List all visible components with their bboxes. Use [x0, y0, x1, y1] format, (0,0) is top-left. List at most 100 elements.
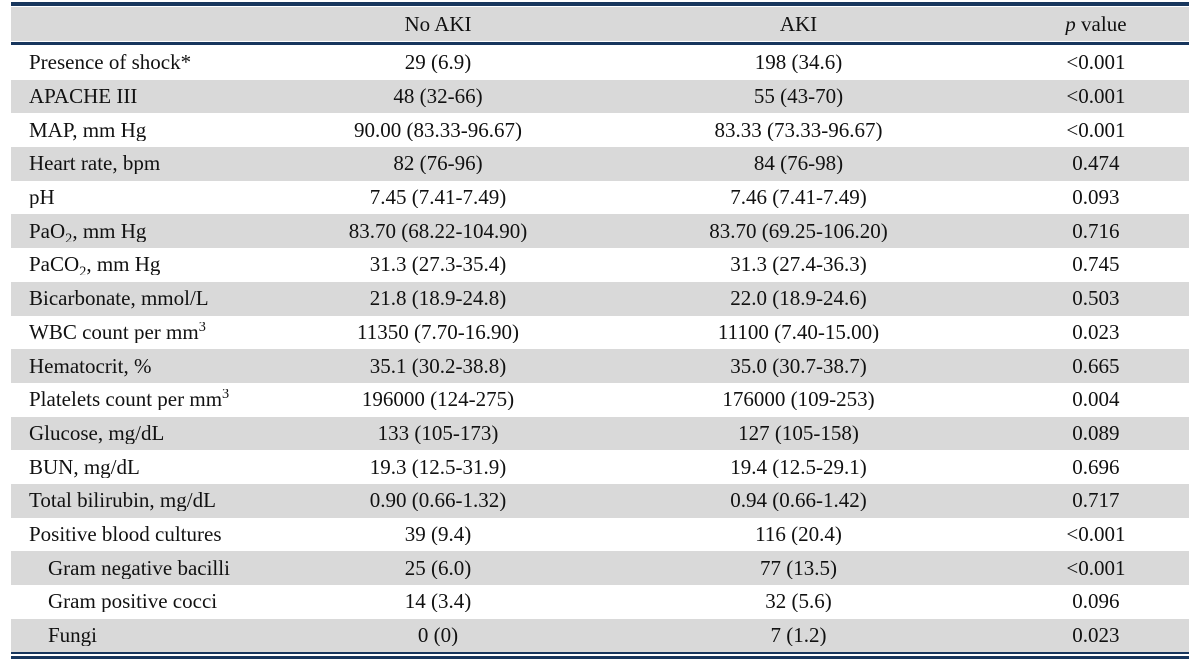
table-bottom-rule-thin [11, 652, 1189, 655]
no-aki-value: 82 (76-96) [393, 153, 483, 175]
column-header-no-aki: No AKI [404, 13, 472, 35]
table-row: Hematocrit, % 35.1 (30.2-38.8) 35.0 (30.7-… [11, 349, 1189, 383]
table-row: Fungi 0 (0) 7 (1.2) 0.023 [11, 618, 1189, 653]
table-top-rule [11, 2, 1189, 6]
row-label-part: , mm Hg [72, 220, 147, 242]
table-row: PaO2, mm Hg 83.70 (68.22-104.90) 83.70 (69… [11, 214, 1189, 249]
table-row: Gram negative bacilli 25 (6.0) 77 (13.5) <0… [11, 551, 1189, 585]
aki-value: 55 (43-70) [753, 86, 844, 108]
aki-value: 83.33 (73.33-96.67) [714, 119, 883, 141]
table-row: BUN, mg/dL 19.3 (12.5-31.9) 19.4 (12.5-29.… [11, 450, 1189, 484]
comparison-table: No AKI AKI p value Presence of shock* 29 … [11, 2, 1189, 660]
row-label: PaCO2, mm Hg [11, 254, 282, 275]
column-header-p-value: p value [1003, 14, 1189, 35]
p-value: <0.001 [1066, 52, 1126, 74]
table-row: Platelets count per mm3 196000 (124-275) 1… [11, 383, 1189, 417]
row-label-part: 2 [79, 264, 87, 276]
p-value: 0.023 [1072, 625, 1120, 647]
aki-value: 7 (1.2) [770, 625, 827, 647]
row-label: Gram negative bacilli [48, 557, 230, 579]
no-aki-value: 83.70 (68.22-104.90) [348, 220, 528, 242]
row-label: Fungi [48, 625, 98, 647]
row-label-part: , mm Hg [86, 254, 161, 276]
header-bottom-rule [11, 42, 1189, 45]
row-label: Glucose, mg/dL [29, 422, 165, 444]
p-value-header-rest: value [1075, 13, 1127, 35]
row-label-part: Platelets count per mm [29, 389, 223, 411]
row-label: PaO2, mm Hg [11, 221, 282, 242]
aki-value: 0.94 (0.66-1.42) [730, 490, 867, 512]
no-aki-value: 39 (9.4) [404, 523, 472, 545]
row-label-part: PaO [29, 220, 66, 242]
row-label: BUN, mg/dL [29, 456, 140, 478]
table-bottom-rule-gap [11, 654, 1189, 657]
row-label: Bicarbonate, mmol/L [29, 288, 209, 310]
row-label: pH [29, 187, 55, 209]
no-aki-value: 0.90 (0.66-1.32) [369, 490, 507, 512]
table-header-row: No AKI AKI p value [11, 7, 1189, 41]
p-value: 0.474 [1072, 153, 1120, 175]
table-row: MAP, mm Hg 90.00 (83.33-96.67) 83.33 (73.3… [11, 113, 1189, 147]
p-value: <0.001 [1066, 557, 1126, 579]
p-value: 0.665 [1072, 355, 1120, 377]
aki-value: 176000 (109-253) [722, 389, 875, 411]
no-aki-value: 35.1 (30.2-38.8) [369, 355, 507, 377]
table-row: PaCO2, mm Hg 31.3 (27.3-35.4) 31.3 (27.4-3… [11, 248, 1189, 282]
row-label: Positive blood cultures [29, 523, 222, 545]
aki-value: 7.46 (7.41-7.49) [730, 187, 867, 209]
p-value: 0.093 [1072, 187, 1120, 209]
aki-value: 35.0 (30.7-38.7) [730, 355, 867, 377]
p-value: 0.004 [1072, 389, 1120, 411]
no-aki-value: 11350 (7.70-16.90) [357, 321, 519, 343]
row-label: APACHE III [29, 86, 138, 108]
p-value: <0.001 [1066, 119, 1126, 141]
row-label: WBC count per mm3 [11, 322, 282, 343]
row-label: Heart rate, bpm [29, 153, 161, 175]
p-value: <0.001 [1066, 523, 1126, 545]
row-label-part: 2 [65, 230, 73, 242]
row-label: Presence of shock* [29, 52, 192, 74]
no-aki-value: 31.3 (27.3-35.4) [369, 254, 507, 276]
table-bottom-rule-thick [11, 656, 1189, 660]
aki-value: 77 (13.5) [759, 557, 837, 579]
no-aki-value: 19.3 (12.5-31.9) [369, 456, 507, 478]
no-aki-value: 29 (6.9) [404, 52, 472, 74]
no-aki-value: 25 (6.0) [404, 557, 472, 579]
table-row: pH 7.45 (7.41-7.49) 7.46 (7.41-7.49) 0.093 [11, 181, 1189, 215]
no-aki-value: 90.00 (83.33-96.67) [354, 119, 522, 141]
no-aki-value: 21.8 (18.9-24.8) [369, 288, 507, 310]
table-row: Gram positive cocci 14 (3.4) 32 (5.6) 0.096 [11, 585, 1189, 619]
aki-value: 22.0 (18.9-24.6) [730, 288, 867, 310]
table-body: Presence of shock* 29 (6.9) 198 (34.6) <0.0… [11, 46, 1189, 653]
p-value: 0.745 [1072, 254, 1120, 276]
table-row: APACHE III 48 (32-66) 55 (43-70) <0.001 [11, 79, 1189, 114]
p-value: 0.096 [1072, 591, 1120, 613]
aki-value: 127 (105-158) [738, 422, 859, 444]
no-aki-value: 48 (32-66) [393, 86, 483, 108]
table-row: Bicarbonate, mmol/L 21.8 (18.9-24.8) 22.0 … [11, 281, 1189, 316]
p-value: 0.717 [1072, 490, 1120, 512]
table-row: Presence of shock* 29 (6.9) 198 (34.6) <0.0… [11, 46, 1189, 80]
p-value: 0.089 [1072, 422, 1120, 444]
row-label-part: 3 [222, 389, 230, 403]
p-value: 0.696 [1072, 456, 1120, 478]
aki-value: 198 (34.6) [754, 52, 843, 74]
no-aki-value: 14 (3.4) [404, 591, 472, 613]
no-aki-value: 7.45 (7.41-7.49) [369, 187, 507, 209]
row-label: Total bilirubin, mg/dL [29, 490, 216, 512]
table-row: Total bilirubin, mg/dL 0.90 (0.66-1.32) 0.… [11, 483, 1189, 518]
aki-value: 32 (5.6) [765, 591, 832, 613]
p-value: 0.023 [1072, 321, 1120, 343]
aki-value: 84 (76-98) [753, 153, 844, 175]
table-row: WBC count per mm3 11350 (7.70-16.90) 11100… [11, 316, 1189, 350]
aki-value: 116 (20.4) [755, 523, 842, 545]
p-value-italic-letter: p [1065, 13, 1076, 35]
row-label: MAP, mm Hg [29, 119, 147, 141]
row-label: Hematocrit, % [29, 355, 152, 377]
aki-value: 83.70 (69.25-106.20) [709, 220, 888, 242]
row-label: Gram positive cocci [48, 591, 218, 613]
row-label-part: 3 [198, 321, 206, 335]
table-row: Heart rate, bpm 82 (76-96) 84 (76-98) 0.474 [11, 147, 1189, 181]
no-aki-value: 196000 (124-275) [361, 389, 515, 411]
row-label-part: WBC count per mm [29, 321, 199, 343]
